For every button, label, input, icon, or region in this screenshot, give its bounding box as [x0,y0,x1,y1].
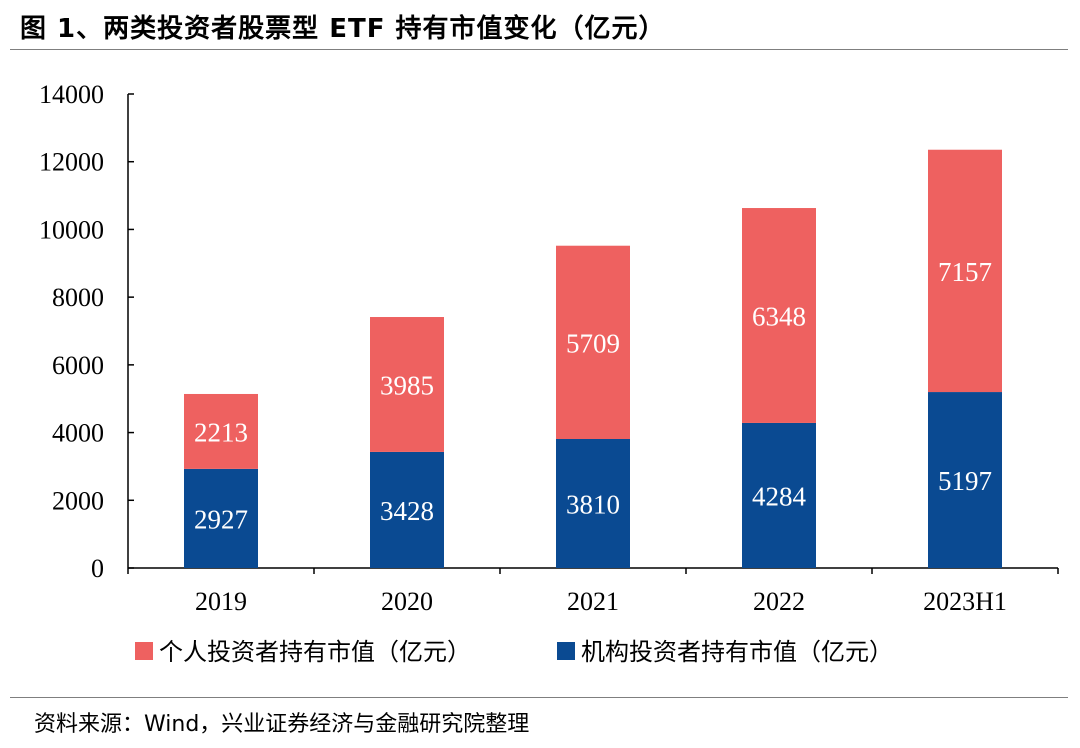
data-label: 5709 [566,328,620,358]
data-label: 6348 [752,301,806,331]
data-label: 2927 [194,504,248,534]
bar-segment [556,439,630,568]
y-tick-label: 2000 [52,486,104,515]
bar-segment [556,245,630,440]
legend-swatch [557,642,575,660]
y-tick-label: 12000 [39,148,104,177]
source-divider [10,697,1068,698]
y-tick-label: 6000 [52,351,104,380]
bar-segment [928,149,1002,393]
legend-label: 机构投资者持有市值（亿元） [581,638,893,666]
data-label: 3428 [380,496,434,526]
bar-segment [184,393,258,469]
data-label: 7157 [938,257,992,287]
data-label: 4284 [752,481,807,511]
source-note: 资料来源：Wind，兴业证券经济与金融研究院整理 [34,712,530,737]
bar-segment [370,451,444,568]
data-label: 2213 [194,417,248,447]
title-divider [10,49,1068,50]
data-label: 5197 [938,466,992,496]
bar-segment [184,468,258,568]
figure-title: 图 1、两类投资者股票型 ETF 持有市值变化（亿元） [20,14,666,44]
bar-segment [742,422,816,568]
bar-segment [742,208,816,423]
bar-segment [928,392,1002,568]
y-tick-label: 10000 [39,215,104,244]
bar-segment [370,317,444,452]
x-tick-label: 2021 [567,587,619,616]
data-label: 3810 [566,490,620,520]
y-tick-label: 8000 [52,283,104,312]
x-tick-label: 2020 [381,587,433,616]
x-tick-label: 2019 [195,587,247,616]
stacked-bar-chart: 0 2000 4000 6000 8000 10000 12000 14000 2927 2213… [39,80,1059,666]
legend-label: 个人投资者持有市值（亿元） [159,638,471,666]
y-tick-label: 14000 [39,80,104,109]
y-tick-label: 0 [91,554,104,583]
legend-swatch [135,642,153,660]
x-tick-label: 2023H1 [923,587,1007,616]
x-tick-label: 2022 [753,587,805,616]
data-label: 3985 [380,370,434,400]
y-tick-label: 4000 [52,419,104,448]
